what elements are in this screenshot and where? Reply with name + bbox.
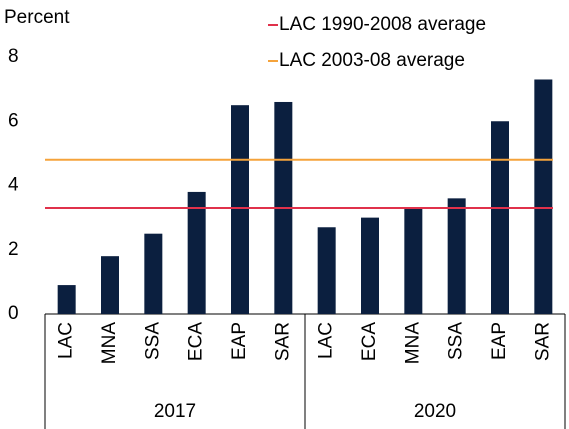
- x-tick-label: LAC: [316, 322, 337, 359]
- bar: [361, 217, 379, 314]
- y-tick-label: 2: [8, 239, 19, 260]
- legend-label: LAC 1990-2008 average: [279, 14, 486, 35]
- bar: [534, 79, 553, 314]
- x-tick-label: SAR: [272, 322, 293, 361]
- x-tick-label: ECA: [359, 322, 380, 361]
- bar: [317, 227, 336, 314]
- y-axis-label: Percent: [4, 7, 70, 28]
- y-tick-label: 8: [8, 46, 19, 67]
- x-tick-label: SAR: [532, 322, 553, 361]
- bar: [144, 233, 163, 314]
- x-tick-label: MNA: [99, 322, 120, 365]
- legend-label: LAC 2003-08 average: [279, 50, 465, 71]
- x-tick-label: LAC: [56, 322, 77, 359]
- group-label: 2020: [414, 401, 456, 422]
- y-tick-label: 0: [8, 303, 19, 324]
- y-tick-label: 4: [8, 175, 19, 196]
- x-tick-label: SSA: [142, 322, 163, 360]
- bar: [231, 105, 249, 314]
- bar: [404, 207, 423, 314]
- bar: [491, 121, 509, 314]
- bar: [101, 256, 119, 314]
- bar: [187, 191, 206, 314]
- y-tick-label: 6: [8, 110, 19, 131]
- x-tick-label: EAP: [229, 322, 250, 360]
- bar: [447, 198, 466, 314]
- bar: [57, 285, 76, 314]
- x-tick-label: ECA: [186, 322, 207, 361]
- x-tick-label: EAP: [489, 322, 510, 360]
- x-tick-label: SSA: [446, 322, 467, 360]
- x-tick-label: MNA: [402, 322, 423, 365]
- group-label: 2017: [154, 401, 196, 422]
